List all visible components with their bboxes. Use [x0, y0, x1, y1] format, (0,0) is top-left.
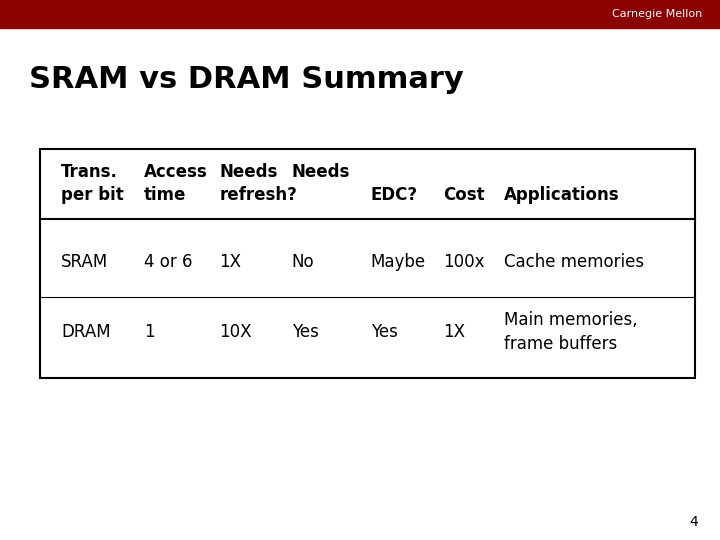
Text: SRAM vs DRAM Summary: SRAM vs DRAM Summary: [29, 65, 464, 94]
Text: Cache memories: Cache memories: [504, 253, 644, 271]
Text: 10X: 10X: [220, 323, 252, 341]
Text: SRAM: SRAM: [61, 253, 109, 271]
Text: Yes: Yes: [292, 323, 318, 341]
Text: No: No: [292, 253, 314, 271]
Text: 1X: 1X: [443, 323, 465, 341]
Text: frame buffers: frame buffers: [504, 335, 617, 353]
Text: time: time: [144, 186, 186, 205]
Text: EDC?: EDC?: [371, 186, 418, 205]
Text: 1: 1: [144, 323, 155, 341]
Text: 4: 4: [690, 515, 698, 529]
Text: 1X: 1X: [220, 253, 242, 271]
Text: Needs: Needs: [292, 163, 350, 181]
Text: Maybe: Maybe: [371, 253, 426, 271]
Text: DRAM: DRAM: [61, 323, 111, 341]
Text: Access: Access: [144, 163, 208, 181]
Text: Trans.: Trans.: [61, 163, 118, 181]
Text: 100x: 100x: [443, 253, 485, 271]
Text: 4 or 6: 4 or 6: [144, 253, 192, 271]
Text: Carnegie Mellon: Carnegie Mellon: [612, 9, 702, 19]
Text: refresh?: refresh?: [220, 186, 297, 205]
Text: Main memories,: Main memories,: [504, 311, 638, 329]
Text: Applications: Applications: [504, 186, 620, 205]
Text: per bit: per bit: [61, 186, 124, 205]
Text: Needs: Needs: [220, 163, 278, 181]
Text: Yes: Yes: [371, 323, 397, 341]
Text: Cost: Cost: [443, 186, 485, 205]
